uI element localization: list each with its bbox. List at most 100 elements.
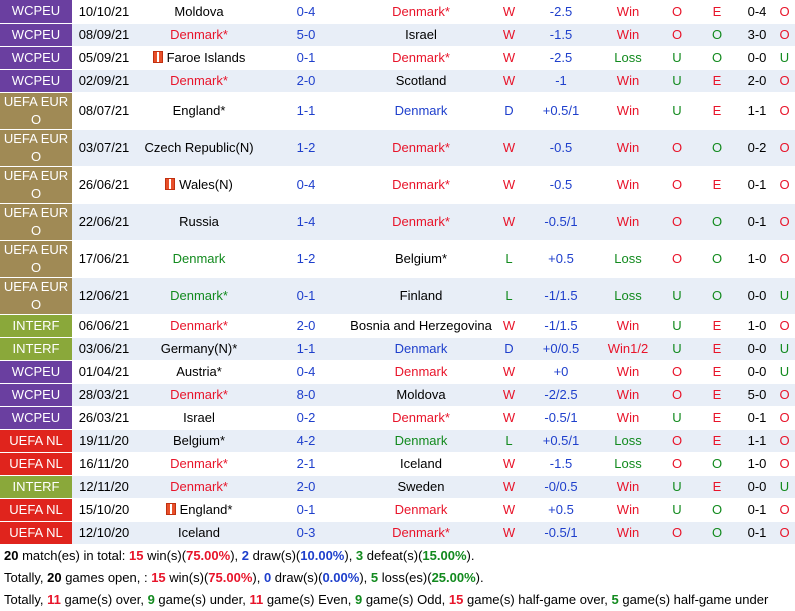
handicap-line-text: +0.5 xyxy=(548,251,574,266)
match-score[interactable]: 0-2 xyxy=(262,406,350,430)
home-team[interactable]: Denmark* xyxy=(136,314,262,338)
table-row[interactable]: UEFA NL 16/11/20 Denmark* 2-1 Iceland W -1.5 Lo… xyxy=(0,452,795,476)
home-team[interactable]: Faroe Islands xyxy=(136,46,262,70)
handicap-line-text: -1.5 xyxy=(549,27,573,42)
match-score[interactable]: 4-2 xyxy=(262,429,350,453)
match-date: 15/10/20 xyxy=(72,498,136,522)
home-team[interactable]: Denmark* xyxy=(136,277,262,315)
table-row[interactable]: UEFA NL 15/10/20 England* 0-1 Denmark W +0.5 Wi… xyxy=(0,498,795,522)
away-team[interactable]: Moldova xyxy=(350,383,492,407)
match-score[interactable]: 1-2 xyxy=(262,240,350,278)
match-score[interactable]: 2-0 xyxy=(262,69,350,93)
away-team[interactable]: Denmark* xyxy=(350,203,492,241)
home-team[interactable]: Denmark* xyxy=(136,475,262,499)
table-row[interactable]: UEFA EURO 08/07/21 England* 1-1 Denmark D +0.5… xyxy=(0,92,795,130)
away-team[interactable]: Denmark xyxy=(350,429,492,453)
match-score[interactable]: 2-0 xyxy=(262,475,350,499)
away-team-text: Denmark* xyxy=(392,525,450,540)
away-team[interactable]: Denmark xyxy=(350,360,492,384)
home-team[interactable]: Germany(N)* xyxy=(136,337,262,361)
table-row[interactable]: WCPEU 05/09/21 Faroe Islands 0-1 Denmark* W -2… xyxy=(0,46,795,70)
home-team[interactable]: Russia xyxy=(136,203,262,241)
match-result-text: L xyxy=(505,433,513,448)
away-team[interactable]: Denmark xyxy=(350,92,492,130)
home-team[interactable]: England* xyxy=(136,498,262,522)
match-score[interactable]: 1-1 xyxy=(262,92,350,130)
home-team[interactable]: Czech Republic(N) xyxy=(136,129,262,167)
match-score[interactable]: 8-0 xyxy=(262,383,350,407)
table-row[interactable]: WCPEU 26/03/21 Israel 0-2 Denmark* W -0.5/1 Win… xyxy=(0,406,795,430)
table-row[interactable]: UEFA NL 12/10/20 Iceland 0-3 Denmark* W -0.5/1… xyxy=(0,521,795,545)
away-team[interactable]: Denmark* xyxy=(350,521,492,545)
match-result: D xyxy=(492,92,526,130)
table-row[interactable]: UEFA EURO 22/06/21 Russia 1-4 Denmark* W -0.5/… xyxy=(0,203,795,241)
away-team[interactable]: Iceland xyxy=(350,452,492,476)
home-team-text: Denmark* xyxy=(170,27,228,42)
table-row[interactable]: UEFA EURO 26/06/21 Wales(N) 0-4 Denmark* W -0.… xyxy=(0,166,795,204)
home-team[interactable]: Moldova xyxy=(136,0,262,24)
table-row[interactable]: WCPEU 28/03/21 Denmark* 8-0 Moldova W -2/2.5 Wi… xyxy=(0,383,795,407)
match-score[interactable]: 1-4 xyxy=(262,203,350,241)
away-team[interactable]: Denmark xyxy=(350,337,492,361)
home-team[interactable]: Wales(N) xyxy=(136,166,262,204)
away-team-text: Denmark* xyxy=(392,410,450,425)
table-row[interactable]: WCPEU 02/09/21 Denmark* 2-0 Scotland W -1 Win U E… xyxy=(0,69,795,93)
home-team[interactable]: Belgium* xyxy=(136,429,262,453)
away-team[interactable]: Belgium* xyxy=(350,240,492,278)
match-score-text: 5-0 xyxy=(296,27,316,42)
match-score[interactable]: 2-1 xyxy=(262,452,350,476)
table-row[interactable]: INTERF 06/06/21 Denmark* 2-0 Bosnia and Herz… xyxy=(0,314,795,338)
away-team[interactable]: Denmark xyxy=(350,498,492,522)
away-team[interactable]: Sweden xyxy=(350,475,492,499)
home-team[interactable]: Iceland xyxy=(136,521,262,545)
half-time-score-text: 1-1 xyxy=(747,433,767,448)
match-score[interactable]: 0-4 xyxy=(262,166,350,204)
home-team[interactable]: Denmark* xyxy=(136,69,262,93)
home-team[interactable]: Denmark* xyxy=(136,383,262,407)
table-row[interactable]: INTERF 03/06/21 Germany(N)* 1-1 Denmark D +0/0… xyxy=(0,337,795,361)
table-row[interactable]: WCPEU 10/10/21 Moldova 0-4 Denmark* W -2.5 Win O… xyxy=(0,0,795,24)
match-score[interactable]: 0-4 xyxy=(262,0,350,24)
table-row[interactable]: UEFA EURO 12/06/21 Denmark* 0-1 Finland L -1/1… xyxy=(0,277,795,315)
home-team-text: Denmark* xyxy=(170,456,228,471)
away-team[interactable]: Bosnia and Herzegovina xyxy=(350,314,492,338)
away-team[interactable]: Scotland xyxy=(350,69,492,93)
match-result: W xyxy=(492,69,526,93)
away-team[interactable]: Finland xyxy=(350,277,492,315)
match-score[interactable]: 5-0 xyxy=(262,23,350,47)
home-team[interactable]: England* xyxy=(136,92,262,130)
match-score[interactable]: 1-2 xyxy=(262,129,350,167)
home-team[interactable]: Denmark* xyxy=(136,452,262,476)
match-score-text: 1-1 xyxy=(296,103,316,118)
away-team[interactable]: Denmark* xyxy=(350,46,492,70)
away-team[interactable]: Denmark* xyxy=(350,166,492,204)
away-team[interactable]: Denmark* xyxy=(350,406,492,430)
match-score[interactable]: 2-0 xyxy=(262,314,350,338)
home-team[interactable]: Austria* xyxy=(136,360,262,384)
away-team[interactable]: Denmark* xyxy=(350,129,492,167)
table-row[interactable]: WCPEU 01/04/21 Austria* 0-4 Denmark W +0 Win O E 0… xyxy=(0,360,795,384)
match-score[interactable]: 0-4 xyxy=(262,360,350,384)
table-row[interactable]: UEFA EURO 17/06/21 Denmark 1-2 Belgium* L +0.5… xyxy=(0,240,795,278)
table-row[interactable]: UEFA EURO 03/07/21 Czech Republic(N) 1-2 Den… xyxy=(0,129,795,167)
home-team[interactable]: Israel xyxy=(136,406,262,430)
match-score[interactable]: 0-1 xyxy=(262,46,350,70)
half-time-score: 5-0 xyxy=(740,383,774,407)
match-score[interactable]: 1-1 xyxy=(262,337,350,361)
home-team[interactable]: Denmark* xyxy=(136,23,262,47)
match-score[interactable]: 0-1 xyxy=(262,498,350,522)
match-score[interactable]: 0-3 xyxy=(262,521,350,545)
away-team[interactable]: Israel xyxy=(350,23,492,47)
table-row[interactable]: UEFA NL 19/11/20 Belgium* 4-2 Denmark L +0.5/1… xyxy=(0,429,795,453)
competition-badge: UEFA EURO xyxy=(0,92,72,130)
match-date: 19/11/20 xyxy=(72,429,136,453)
competition-badge-text: WCPEU xyxy=(11,3,61,19)
match-score[interactable]: 0-1 xyxy=(262,277,350,315)
table-row[interactable]: INTERF 12/11/20 Denmark* 2-0 Sweden W -0/0.5 Wi… xyxy=(0,475,795,499)
competition-badge-text: UEFA EURO xyxy=(3,93,69,127)
half-over-under-text: O xyxy=(779,214,790,229)
away-team[interactable]: Denmark* xyxy=(350,0,492,24)
home-team-text: Iceland xyxy=(178,525,220,540)
home-team[interactable]: Denmark xyxy=(136,240,262,278)
table-row[interactable]: WCPEU 08/09/21 Denmark* 5-0 Israel W -1.5 Win O O… xyxy=(0,23,795,47)
